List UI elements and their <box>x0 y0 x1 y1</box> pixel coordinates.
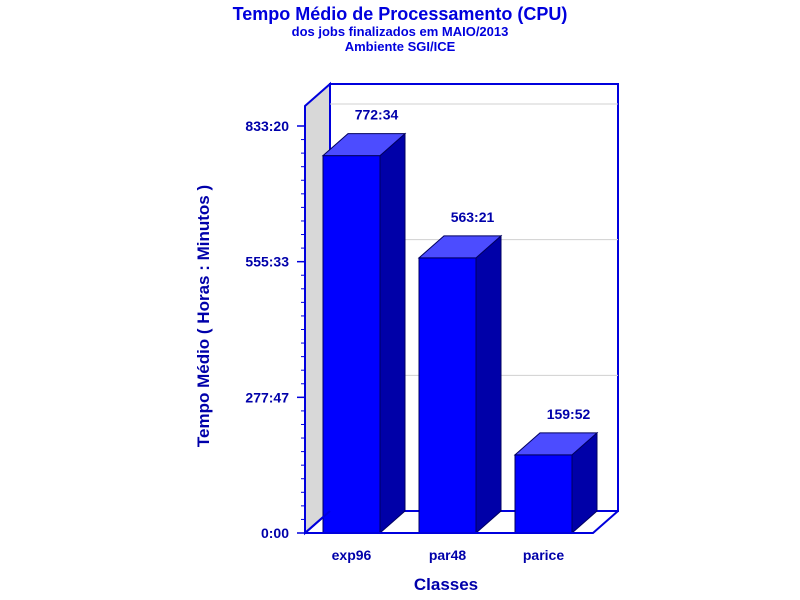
chart-title: Tempo Médio de Processamento (CPU) <box>232 4 568 24</box>
bar-par48: 563:21 <box>417 209 503 535</box>
bar-top <box>513 432 599 456</box>
floor-left-edge <box>304 510 331 534</box>
chart-frame <box>304 510 619 534</box>
bar-side <box>475 234 502 535</box>
bar-front <box>322 155 381 534</box>
bar-value-label: 159:52 <box>547 406 591 422</box>
bar-side <box>379 132 406 535</box>
bar-top <box>321 133 407 157</box>
bar-front <box>514 454 573 534</box>
x-tick-label: parice <box>523 547 564 563</box>
bar-value-label: 772:34 <box>355 107 399 123</box>
floor-edge <box>305 510 619 534</box>
y-axis-label: Tempo Médio ( Horas : Minutos ) <box>194 185 213 447</box>
x-axis: exp96 par48 parice <box>332 547 565 563</box>
y-tick-label: 555:33 <box>245 254 289 270</box>
y-tick-label: 0:00 <box>261 525 289 541</box>
bars: 772:34 563:21 159:52 <box>321 107 599 535</box>
bar-exp96: 772:34 <box>321 107 407 535</box>
x-tick-label: exp96 <box>332 547 372 563</box>
y-axis: 0:00 277:47 555:33 833:20 <box>245 106 306 541</box>
bar-top <box>417 235 503 259</box>
y-tick-label: 833:20 <box>245 118 289 134</box>
bar-value-label: 563:21 <box>451 209 495 225</box>
chart-title-block: Tempo Médio de Processamento (CPU) dos j… <box>0 4 800 54</box>
x-tick-label: par48 <box>429 547 467 563</box>
x-axis-label: Classes <box>414 575 478 594</box>
y-tick-label: 277:47 <box>245 389 289 405</box>
bar-front <box>418 257 477 534</box>
bar-parice: 159:52 <box>513 406 599 535</box>
chart-subtitle-environment: Ambiente SGI/ICE <box>344 39 456 54</box>
chart-subtitle: dos jobs finalizados em MAIO/2013 <box>291 24 509 39</box>
